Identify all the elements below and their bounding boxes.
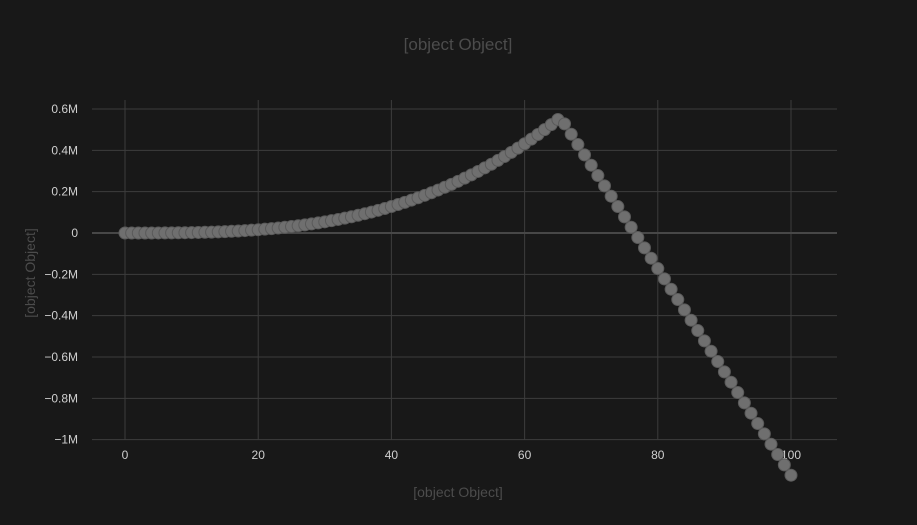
- x-tick-label: 0: [122, 448, 129, 462]
- data-point: [751, 417, 765, 431]
- y-tick-label: −1M: [54, 433, 78, 447]
- y-tick-label: −0.4M: [44, 309, 78, 323]
- data-point: [618, 210, 631, 224]
- y-tick-label: 0: [71, 226, 78, 240]
- data-point: [777, 458, 791, 472]
- x-tick-label: 100: [781, 448, 801, 462]
- data-point: [677, 303, 691, 317]
- data-point: [564, 127, 578, 141]
- data-point: [651, 262, 665, 276]
- data-point: [724, 375, 738, 389]
- x-axis-title: [object Object]: [413, 484, 503, 500]
- data-point: [657, 272, 671, 286]
- y-axis-title: [object Object]: [22, 228, 38, 318]
- y-tick-label: −0.2M: [44, 267, 78, 281]
- data-point: [624, 220, 638, 234]
- data-point: [611, 200, 625, 214]
- y-tick-label: 0.6M: [51, 102, 78, 116]
- x-tick-label: 60: [518, 448, 532, 462]
- data-point: [598, 179, 612, 193]
- data-point: [764, 437, 778, 451]
- data-point: [711, 355, 725, 369]
- data-point: [684, 313, 698, 327]
- data-point: [691, 324, 705, 338]
- x-tick-labels: 0 20 40 60 80 100: [122, 448, 802, 462]
- data-point: [744, 406, 758, 420]
- data-point: [731, 386, 745, 400]
- x-tick-label: 80: [651, 448, 665, 462]
- data-point: [644, 251, 658, 265]
- y-tick-labels: 0.6M 0.4M 0.2M 0 −0.2M −0.4M −0.6M −0.8M −1M: [44, 102, 78, 447]
- scatter-points: [118, 112, 798, 482]
- x-tick-label: 20: [252, 448, 266, 462]
- data-point: [671, 293, 685, 307]
- data-point: [631, 231, 645, 245]
- data-point: [578, 148, 592, 162]
- y-tick-label: −0.8M: [44, 391, 78, 405]
- data-point: [604, 189, 618, 203]
- chart-title: [object Object]: [404, 35, 513, 54]
- data-point: [637, 241, 651, 255]
- x-tick-label: 40: [385, 448, 399, 462]
- data-point: [784, 468, 798, 482]
- y-tick-label: 0.4M: [51, 143, 78, 157]
- y-tick-label: −0.6M: [44, 350, 78, 364]
- data-point: [558, 117, 572, 131]
- data-point: [697, 334, 711, 348]
- data-point: [591, 169, 605, 183]
- data-point: [757, 427, 771, 441]
- data-point: [571, 138, 585, 152]
- data-point: [664, 282, 678, 296]
- y-tick-label: 0.2M: [51, 185, 78, 199]
- data-point: [584, 158, 598, 172]
- data-point: [717, 365, 731, 379]
- data-point: [771, 448, 785, 462]
- data-point: [704, 344, 718, 358]
- data-point: [737, 396, 751, 410]
